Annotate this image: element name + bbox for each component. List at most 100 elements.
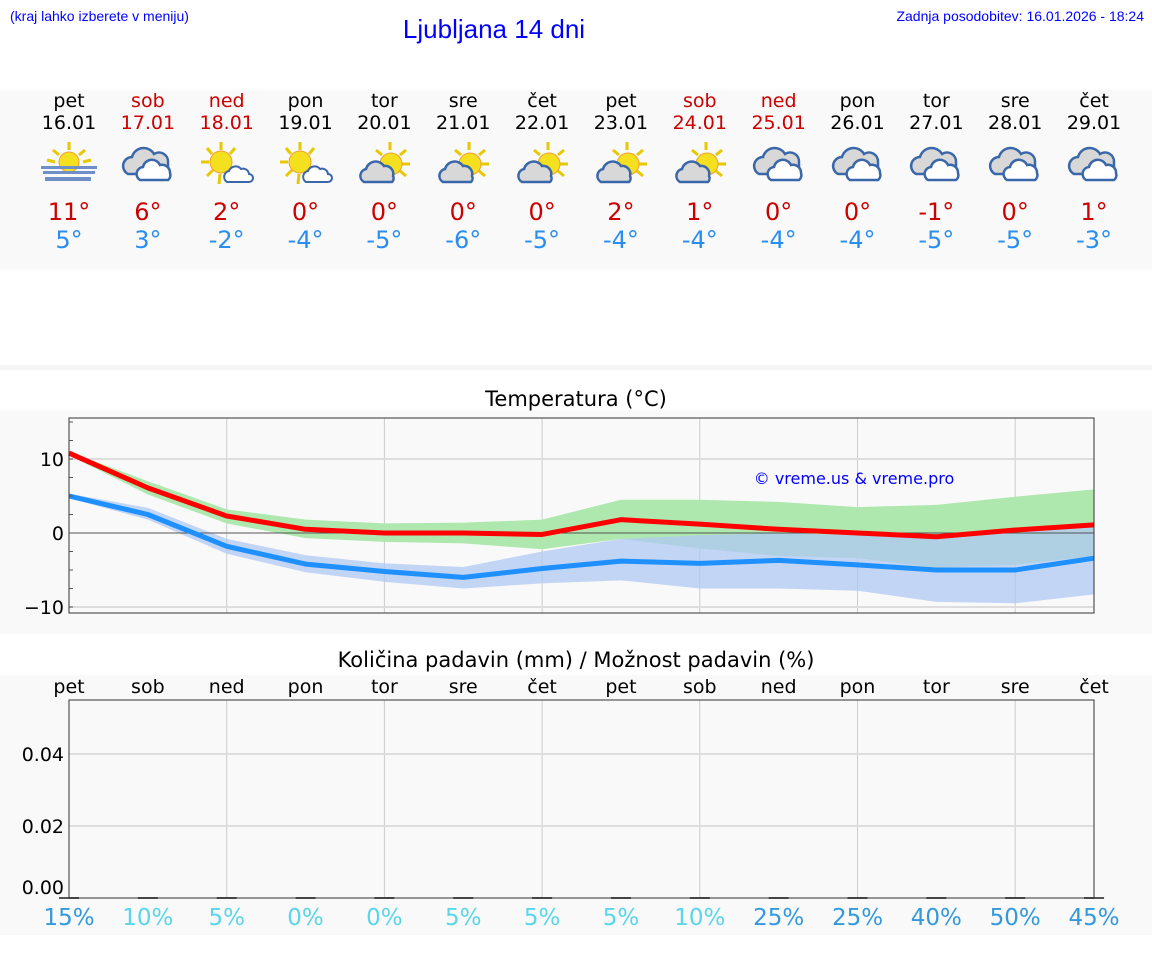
- day-column: pon 26.01 0° -4°: [819, 90, 897, 254]
- min-temp: 3°: [134, 226, 162, 254]
- max-temp: 0°: [528, 198, 556, 226]
- min-temp-line: [68, 493, 1095, 580]
- min-temp: -6°: [445, 226, 482, 254]
- min-temp: -5°: [366, 226, 403, 254]
- precipitation-chart-title: Količina padavin (mm) / Možnost padavin …: [337, 648, 815, 672]
- sun-small-cloud-icon: [200, 142, 254, 185]
- day-name: sre: [448, 90, 478, 112]
- max-temp: 2°: [213, 198, 241, 226]
- precipitation-day-label: pet: [53, 676, 85, 698]
- min-temp: -4°: [602, 226, 639, 254]
- day-date: 21.01: [436, 112, 491, 134]
- max-temp-line: [67, 450, 1095, 540]
- day-date: 26.01: [830, 112, 885, 134]
- day-date: 17.01: [120, 112, 176, 134]
- daily-forecast-strip: pet 16.01 11° 5° sob 17.01 6° 3° ned 18.01…: [0, 90, 1152, 270]
- cloudy-icon: [831, 146, 882, 182]
- y-tick-label: 0: [52, 523, 64, 545]
- day-name: pet: [53, 90, 85, 112]
- partly-cloudy-icon: [359, 142, 411, 184]
- sun-small-cloud-icon: [279, 142, 333, 185]
- max-temp: 0°: [370, 198, 399, 226]
- max-temp: 6°: [134, 198, 162, 226]
- day-column: sre 28.01 0° -5°: [976, 90, 1054, 254]
- day-name: čet: [527, 90, 557, 112]
- max-temp: 0°: [291, 198, 320, 226]
- precipitation-chart: 0.04 0.02 0.00: [22, 699, 1105, 899]
- day-column: pet 16.01 11° 5°: [30, 90, 108, 254]
- precipitation-day-label: pon: [839, 676, 876, 698]
- day-date: 29.01: [1066, 112, 1122, 134]
- day-date: 23.01: [593, 112, 649, 134]
- min-band: [69, 493, 1095, 604]
- day-column: tor 20.01 0° -5°: [345, 90, 423, 254]
- precipitation-probability: 10%: [122, 905, 174, 931]
- day-name: ned: [760, 90, 797, 112]
- day-column: sob 24.01 1° -4°: [661, 90, 739, 254]
- min-temp: -4°: [839, 226, 876, 254]
- precipitation-probability: 5%: [445, 905, 482, 931]
- day-column: čet 22.01 0° -5°: [503, 90, 581, 254]
- temperature-chart: 10 0 −10 © vreme.us & vreme.pro: [24, 417, 1095, 619]
- cloudy-icon: [989, 146, 1039, 182]
- partly-cloudy-icon: [517, 142, 569, 184]
- precipitation-day-label: tor: [922, 676, 950, 698]
- day-column: ned 18.01 2° -2°: [188, 90, 266, 254]
- day-name: sob: [131, 90, 165, 112]
- max-temp: 0°: [843, 198, 872, 226]
- day-name: sob: [683, 90, 717, 112]
- precipitation-day-label: sob: [683, 676, 717, 698]
- precipitation-probability: 0%: [366, 905, 403, 931]
- day-column: čet 29.01 1° -3°: [1055, 90, 1133, 254]
- day-column: tor 27.01 -1° -5°: [897, 90, 975, 254]
- precipitation-day-label: sre: [1000, 676, 1030, 698]
- precipitation-probability: 40%: [910, 905, 962, 931]
- precipitation-day-label: sre: [448, 676, 478, 698]
- day-date: 18.01: [199, 112, 254, 134]
- day-name: pon: [287, 90, 324, 112]
- precipitation-probability: 5%: [602, 905, 640, 931]
- min-temp: -4°: [760, 226, 797, 254]
- last-updated: Zadnja posodobitev: 16.01.2026 - 18:24: [896, 8, 1144, 24]
- cloudy-icon: [1067, 146, 1118, 182]
- day-date: 20.01: [357, 112, 412, 134]
- y-tick-label: −10: [24, 597, 64, 619]
- precipitation-day-label: sob: [131, 676, 165, 698]
- day-name: tor: [922, 90, 950, 112]
- day-name: ned: [208, 90, 245, 112]
- watermark: © vreme.us & vreme.pro: [754, 469, 955, 488]
- precipitation-probability: 10%: [674, 905, 726, 931]
- y-tick-label: 0.04: [22, 744, 64, 766]
- day-column: sob 17.01 6° 3°: [109, 90, 187, 254]
- day-date: 27.01: [909, 112, 964, 134]
- min-temp: -4°: [287, 226, 324, 254]
- precipitation-probability: 45%: [1068, 905, 1120, 931]
- max-temp: -1°: [918, 198, 955, 226]
- precipitation-day-label: čet: [1079, 676, 1109, 698]
- day-date: 16.01: [41, 112, 97, 134]
- cloudy-icon: [752, 146, 803, 182]
- max-temp: 11°: [47, 198, 91, 226]
- precipitation-probability: 50%: [989, 905, 1041, 931]
- max-temp: 0°: [449, 198, 477, 226]
- day-column: pon 19.01 0° -4°: [267, 90, 345, 254]
- precipitation-day-label: pet: [605, 676, 637, 698]
- precipitation-day-label: tor: [370, 676, 398, 698]
- min-temp: -3°: [1076, 226, 1113, 254]
- divider: [0, 365, 1152, 370]
- day-date: 19.01: [278, 112, 333, 134]
- precipitation-probability: 15%: [43, 905, 95, 931]
- partly-cloudy-icon: [674, 142, 726, 184]
- precipitation-probability: 0%: [287, 905, 324, 931]
- precipitation-probability: 25%: [753, 905, 805, 931]
- precipitation-day-label: čet: [527, 676, 557, 698]
- precipitation-day-label: ned: [208, 676, 245, 698]
- plot-area: [69, 700, 1094, 898]
- precipitation-day-label: ned: [760, 676, 797, 698]
- y-tick-label: 10: [40, 449, 64, 471]
- day-name: pon: [839, 90, 876, 112]
- precipitation-day-label: pon: [287, 676, 324, 698]
- day-name: pet: [605, 90, 637, 112]
- max-temp: 0°: [1001, 198, 1029, 226]
- day-name: čet: [1079, 90, 1109, 112]
